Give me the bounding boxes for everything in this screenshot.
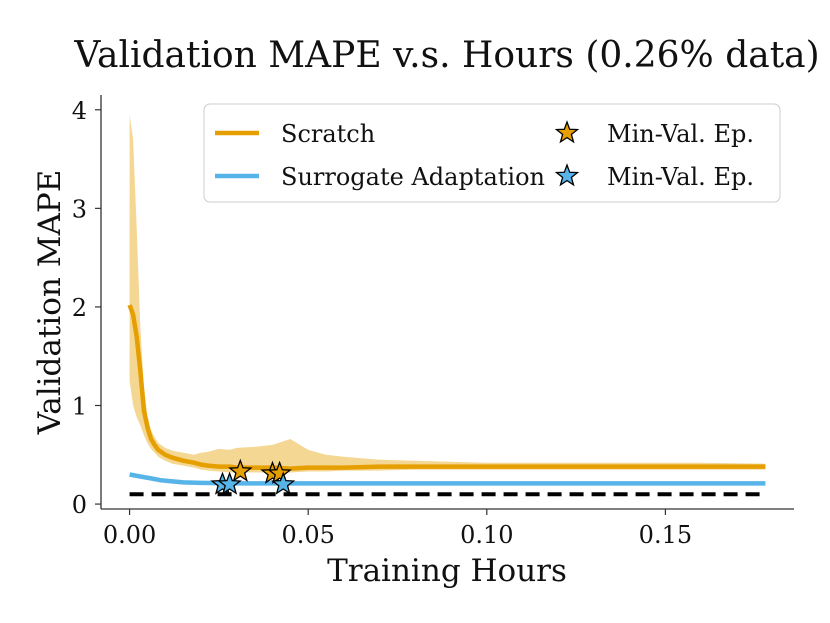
legend: Scratch Min-Val. Ep. Surrogate Adaptatio… <box>203 103 781 203</box>
min-val-star-surrogate <box>270 471 296 495</box>
legend-label-surrogate: Surrogate Adaptation <box>281 163 545 191</box>
y-tick-label: 1 <box>72 393 87 421</box>
chart-title: Validation MAPE v.s. Hours (0.26% data) <box>73 35 819 76</box>
y-tick-label: 2 <box>72 294 87 322</box>
x-tick-label: 0.10 <box>460 521 513 549</box>
legend-star-scratch-icon <box>554 120 580 144</box>
legend-box <box>203 103 781 203</box>
y-tick-label: 0 <box>72 491 87 519</box>
x-ticks: 0.00 0.05 0.10 0.15 <box>103 509 692 549</box>
series-line-scratch <box>127 304 766 471</box>
min-val-star-scratch <box>228 458 253 482</box>
legend-marker-label-scratch: Min-Val. Ep. <box>607 120 754 148</box>
x-tick-label: 0.05 <box>281 521 334 549</box>
x-axis-label: Training Hours <box>327 553 567 589</box>
x-tick-label: 0.15 <box>639 521 692 549</box>
min-val-star-surrogate <box>217 471 242 495</box>
legend-label-scratch: Scratch <box>281 120 375 148</box>
legend-marker-label-surrogate: Min-Val. Ep. <box>607 163 754 191</box>
y-ticks: 0 1 2 3 4 <box>72 97 101 519</box>
legend-star-surrogate-icon <box>554 163 580 187</box>
min-val-star-scratch <box>267 460 292 484</box>
series-line-surrogate <box>129 472 766 486</box>
plot-area <box>127 114 766 497</box>
x-tick-label: 0.00 <box>103 521 156 549</box>
y-tick-label: 4 <box>72 97 87 125</box>
y-tick-label: 3 <box>72 195 87 223</box>
y-axis-label: Validation MAPE <box>32 170 68 436</box>
